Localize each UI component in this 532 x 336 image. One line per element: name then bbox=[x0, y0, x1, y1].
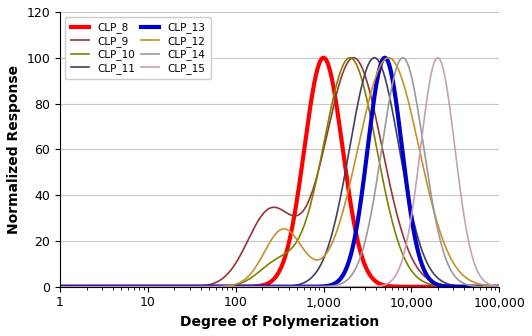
CLP_8 bbox=[496, 285, 502, 289]
CLP_12 bbox=[57, 285, 63, 289]
CLP_9 bbox=[57, 285, 63, 289]
CLP_10 bbox=[133, 285, 139, 289]
CLP_15 bbox=[496, 284, 502, 288]
CLP_10 bbox=[225, 284, 231, 288]
CLP_15 bbox=[435, 56, 441, 60]
CLP_10 bbox=[347, 56, 353, 60]
CLP_15 bbox=[244, 285, 251, 289]
CLP_8 bbox=[440, 285, 446, 289]
Line: CLP_13: CLP_13 bbox=[60, 58, 499, 287]
CLP_14 bbox=[225, 285, 231, 289]
CLP_14 bbox=[244, 285, 251, 289]
Y-axis label: Normalized Response: Normalized Response bbox=[7, 65, 21, 234]
CLP_9 bbox=[225, 271, 231, 275]
CLP_12 bbox=[133, 285, 139, 289]
CLP_9 bbox=[440, 283, 446, 287]
CLP_10 bbox=[57, 285, 63, 289]
CLP_8 bbox=[133, 285, 139, 289]
CLP_8 bbox=[107, 285, 113, 289]
CLP_13 bbox=[487, 285, 494, 289]
CLP_12 bbox=[225, 284, 231, 288]
CLP_10 bbox=[107, 285, 113, 289]
CLP_12 bbox=[496, 285, 502, 289]
CLP_10 bbox=[244, 278, 251, 282]
CLP_14 bbox=[133, 285, 139, 289]
Line: CLP_9: CLP_9 bbox=[60, 58, 499, 287]
CLP_13 bbox=[382, 56, 388, 60]
Line: CLP_14: CLP_14 bbox=[60, 58, 499, 287]
Line: CLP_11: CLP_11 bbox=[60, 58, 499, 287]
CLP_11 bbox=[133, 285, 139, 289]
CLP_8 bbox=[244, 285, 251, 289]
X-axis label: Degree of Polymerization: Degree of Polymerization bbox=[180, 315, 379, 329]
CLP_14 bbox=[487, 285, 494, 289]
CLP_9 bbox=[496, 285, 502, 289]
CLP_14 bbox=[107, 285, 113, 289]
CLP_8 bbox=[225, 285, 231, 289]
CLP_9 bbox=[350, 56, 356, 60]
CLP_11 bbox=[107, 285, 113, 289]
CLP_11 bbox=[371, 56, 378, 60]
CLP_15 bbox=[107, 285, 113, 289]
CLP_14 bbox=[496, 285, 502, 289]
CLP_8 bbox=[57, 285, 63, 289]
CLP_11 bbox=[496, 285, 502, 289]
Line: CLP_15: CLP_15 bbox=[60, 58, 499, 287]
CLP_12 bbox=[440, 239, 446, 243]
CLP_15 bbox=[57, 285, 63, 289]
CLP_15 bbox=[440, 68, 446, 72]
CLP_15 bbox=[225, 285, 231, 289]
Line: CLP_8: CLP_8 bbox=[60, 58, 499, 287]
CLP_14 bbox=[440, 249, 446, 253]
CLP_12 bbox=[487, 284, 494, 288]
CLP_13 bbox=[133, 285, 139, 289]
CLP_13 bbox=[496, 285, 502, 289]
Legend: CLP_8, CLP_9, CLP_10, CLP_11, CLP_13, CLP_12, CLP_14, CLP_15: CLP_8, CLP_9, CLP_10, CLP_11, CLP_13, CL… bbox=[65, 17, 211, 79]
CLP_12 bbox=[244, 275, 251, 279]
CLP_10 bbox=[496, 285, 502, 289]
CLP_10 bbox=[440, 284, 446, 288]
CLP_9 bbox=[487, 285, 494, 289]
CLP_15 bbox=[487, 283, 494, 287]
CLP_12 bbox=[107, 285, 113, 289]
CLP_14 bbox=[400, 56, 406, 60]
CLP_14 bbox=[57, 285, 63, 289]
CLP_11 bbox=[57, 285, 63, 289]
CLP_10 bbox=[487, 285, 494, 289]
CLP_8 bbox=[320, 56, 327, 60]
CLP_13 bbox=[244, 285, 251, 289]
CLP_11 bbox=[225, 285, 231, 289]
CLP_13 bbox=[107, 285, 113, 289]
CLP_15 bbox=[133, 285, 139, 289]
CLP_12 bbox=[385, 56, 392, 60]
CLP_8 bbox=[487, 285, 494, 289]
CLP_9 bbox=[107, 285, 113, 289]
CLP_13 bbox=[57, 285, 63, 289]
CLP_9 bbox=[244, 239, 251, 243]
CLP_13 bbox=[225, 285, 231, 289]
Line: CLP_10: CLP_10 bbox=[60, 58, 499, 287]
Line: CLP_12: CLP_12 bbox=[60, 58, 499, 287]
CLP_11 bbox=[440, 280, 446, 284]
CLP_11 bbox=[487, 285, 494, 289]
CLP_11 bbox=[244, 285, 251, 289]
CLP_9 bbox=[133, 285, 139, 289]
CLP_13 bbox=[440, 284, 446, 288]
